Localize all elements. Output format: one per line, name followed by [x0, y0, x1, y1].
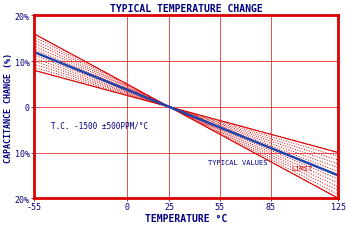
Text: TYPICAL VALUES: TYPICAL VALUES: [208, 159, 267, 165]
Text: LIMIT: LIMIT: [291, 165, 312, 171]
Title: TYPICAL TEMPERATURE CHANGE: TYPICAL TEMPERATURE CHANGE: [110, 4, 262, 14]
Y-axis label: CAPACITANCE CHANGE (%): CAPACITANCE CHANGE (%): [4, 53, 13, 162]
X-axis label: TEMPERATURE °C: TEMPERATURE °C: [145, 213, 227, 223]
Text: T.C. -1500 ±500PPM/°C: T.C. -1500 ±500PPM/°C: [51, 121, 148, 130]
